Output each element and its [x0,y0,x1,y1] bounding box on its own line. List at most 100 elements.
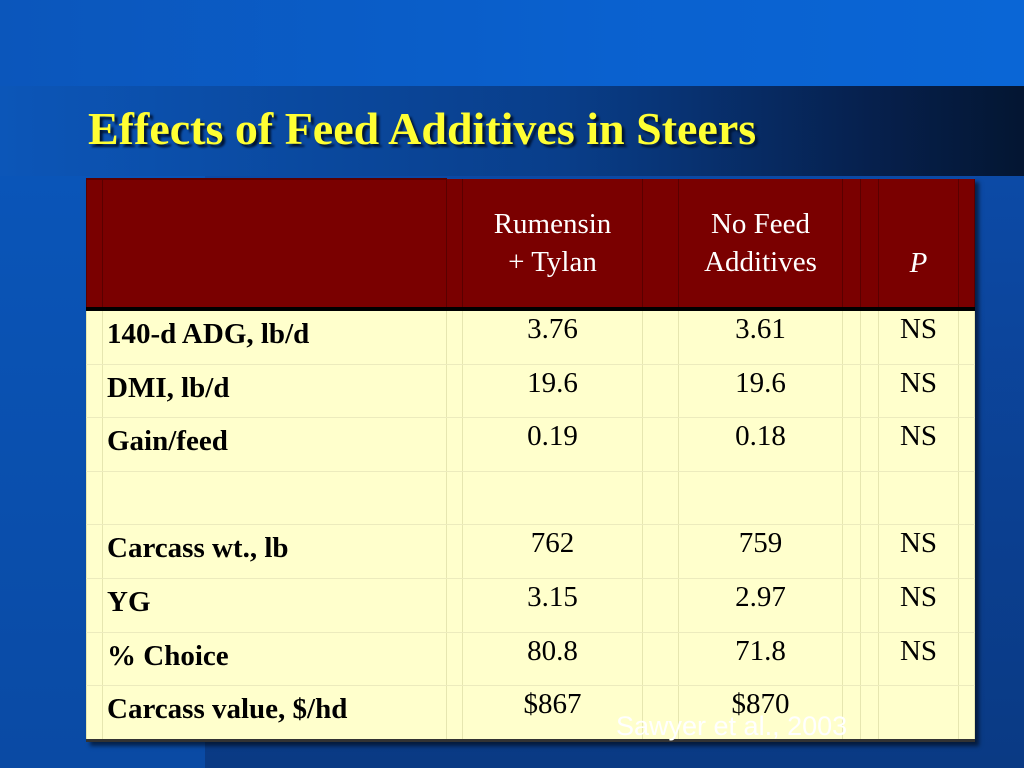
cell-spacer [86,685,103,742]
value-rumensin-tylan: 3.15 [462,578,643,633]
cell-spacer [86,471,103,526]
value-p: NS [878,417,959,472]
header-spacer [860,179,879,309]
cell-spacer [446,471,463,526]
header-spacer [446,179,463,309]
cell-spacer [446,364,463,419]
cell-spacer [446,309,463,365]
cell-spacer [86,524,103,579]
row-label: DMI, lb/d [102,364,447,419]
table-header-row: Rumensin + Tylan No Feed Additives P [86,178,975,309]
cell-spacer [446,632,463,687]
value-rumensin-tylan: 0.19 [462,417,643,472]
cell-spacer [958,471,975,526]
cell-spacer [958,524,975,579]
cell-spacer [842,309,861,365]
cell-spacer [446,524,463,579]
cell-spacer [446,685,463,742]
cell-spacer [860,364,879,419]
cell-spacer [958,632,975,687]
table-row: % Choice 80.8 71.8 NS [86,632,975,687]
value-p: NS [878,309,959,365]
value-rumensin-tylan [462,471,643,526]
row-label: Gain/feed [102,417,447,472]
cell-spacer [86,632,103,687]
cell-spacer [642,524,679,579]
value-no-feed-additives: 3.61 [678,309,843,365]
value-p [878,685,959,742]
results-table: Rumensin + Tylan No Feed Additives P 140… [86,178,975,742]
cell-spacer [86,309,103,365]
value-no-feed-additives: 759 [678,524,843,579]
cell-spacer [86,417,103,472]
cell-spacer [958,364,975,419]
value-no-feed-additives: $870 [678,685,843,742]
value-p: NS [878,632,959,687]
background-top-band [0,0,1024,86]
value-no-feed-additives: 19.6 [678,364,843,419]
background-title-band [0,86,1024,176]
value-no-feed-additives: 0.18 [678,417,843,472]
cell-spacer [842,524,861,579]
cell-spacer [642,364,679,419]
cell-spacer [86,578,103,633]
cell-spacer [842,364,861,419]
table-row: Carcass wt., lb 762 759 NS [86,524,975,579]
value-no-feed-additives [678,471,843,526]
table-row: 140-d ADG, lb/d 3.76 3.61 NS [86,309,975,365]
value-rumensin-tylan: $867 [462,685,643,742]
cell-spacer [958,578,975,633]
table-row: YG 3.15 2.97 NS [86,578,975,633]
citation: Sawyer et al., 2003 [616,711,848,741]
row-label: Carcass value, $/hd [102,685,447,742]
row-label: Carcass wt., lb [102,524,447,579]
cell-spacer [642,632,679,687]
cell-spacer [446,578,463,633]
header-spacer [86,178,103,309]
header-text: Additives [704,246,817,278]
cell-spacer [958,417,975,472]
cell-spacer [842,578,861,633]
table-row: Carcass value, $/hd $867 $870 [86,685,975,742]
cell-spacer [860,524,879,579]
table-row [86,471,975,526]
cell-spacer [842,632,861,687]
table-row: DMI, lb/d 19.6 19.6 NS [86,364,975,419]
header-rumensin-tylan: Rumensin + Tylan [462,179,643,309]
value-p: NS [878,364,959,419]
value-rumensin-tylan: 80.8 [462,632,643,687]
cell-spacer [86,364,103,419]
cell-spacer [958,309,975,365]
value-no-feed-additives: 71.8 [678,632,843,687]
header-no-feed-additives: No Feed Additives [678,179,843,309]
value-p: NS [878,578,959,633]
value-p: NS [878,524,959,579]
header-spacer [842,179,861,309]
header-spacer [958,179,975,309]
value-rumensin-tylan: 19.6 [462,364,643,419]
header-p-value: P [878,179,959,309]
value-rumensin-tylan: 3.76 [462,309,643,365]
cell-spacer [958,685,975,742]
row-label: YG [102,578,447,633]
value-rumensin-tylan: 762 [462,524,643,579]
cell-spacer [842,417,861,472]
cell-spacer [860,632,879,687]
cell-spacer [860,309,879,365]
cell-spacer [842,471,861,526]
header-label-column [102,178,447,309]
cell-spacer [446,417,463,472]
cell-spacer [642,417,679,472]
header-spacer [642,179,679,309]
cell-spacer [860,417,879,472]
cell-spacer [860,471,879,526]
table-row: Gain/feed 0.19 0.18 NS [86,417,975,472]
cell-spacer [860,685,879,742]
header-text: + Tylan [508,246,597,278]
cell-spacer [860,578,879,633]
header-text: No Feed [710,208,811,240]
cell-spacer [642,471,679,526]
slide-title: Effects of Feed Additives in Steers [88,103,757,154]
row-label: 140-d ADG, lb/d [102,309,447,365]
cell-spacer [642,309,679,365]
